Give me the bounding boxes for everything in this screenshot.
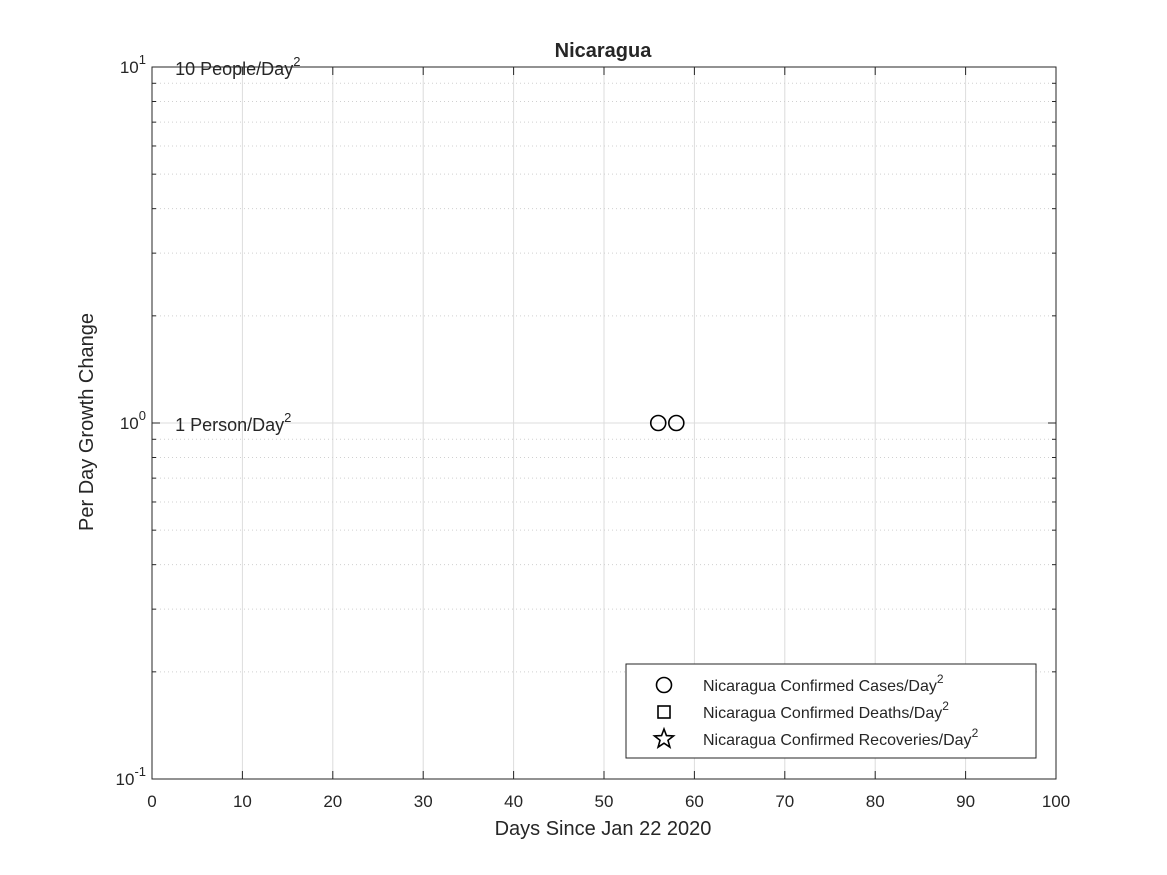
axis-ticks — [151, 67, 1057, 779]
legend-marker-circle — [655, 676, 673, 694]
x-tick-label: 90 — [956, 792, 975, 811]
x-tick-label: 10 — [233, 792, 252, 811]
x-tick-label: 40 — [504, 792, 523, 811]
data-point-circle — [668, 414, 685, 432]
legend-entry: Nicaragua Confirmed Cases/Day2 — [703, 672, 944, 695]
legend: Nicaragua Confirmed Cases/Day2 Nicaragua … — [625, 663, 1037, 759]
legend-box — [625, 663, 1037, 759]
data-points — [649, 414, 685, 432]
legend-entry: Nicaragua Confirmed Deaths/Day2 — [703, 699, 949, 722]
y-tick-label: 101 — [120, 52, 146, 77]
chart-title: Nicaragua — [555, 40, 653, 62]
legend-entry: Nicaragua Confirmed Recoveries/Day2 — [703, 726, 979, 749]
y-tick-label: 10-1 — [116, 764, 146, 789]
x-tick-label: 0 — [147, 792, 156, 811]
annotation-label: 10 People/Day2 — [175, 54, 300, 79]
legend-marker-square — [657, 705, 671, 719]
annotations: 10 People/Day2 1 Person/Day2 — [175, 54, 300, 435]
x-tick-label: 20 — [323, 792, 342, 811]
x-tick-label: 100 — [1042, 792, 1070, 811]
x-tick-label: 60 — [685, 792, 704, 811]
y-tick-labels: 10-1 100 101 — [116, 52, 146, 789]
x-tick-label: 70 — [775, 792, 794, 811]
x-axis-label: Days Since Jan 22 2020 — [495, 818, 712, 840]
data-point-circle — [649, 414, 667, 432]
legend-marker-star — [652, 726, 676, 749]
grid — [152, 67, 1056, 779]
y-axis-label: Per Day Growth Change — [76, 313, 98, 531]
y-tick-label: 100 — [120, 408, 146, 433]
x-tick-label: 80 — [866, 792, 885, 811]
annotation-label: 1 Person/Day2 — [175, 410, 291, 435]
x-tick-labels: 0 10 20 30 40 50 60 70 80 90 100 — [147, 792, 1070, 811]
x-tick-label: 30 — [414, 792, 433, 811]
x-tick-label: 50 — [595, 792, 614, 811]
